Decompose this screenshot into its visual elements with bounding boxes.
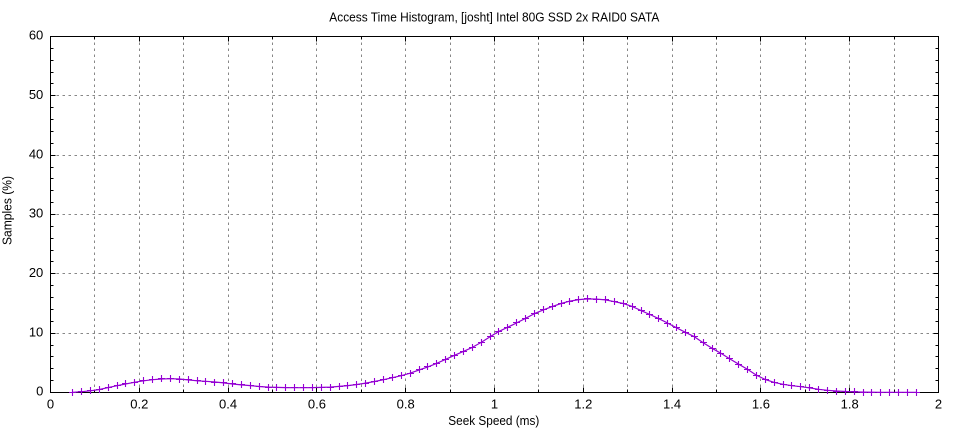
svg-text:10: 10 [29,324,43,339]
svg-text:20: 20 [29,265,43,280]
svg-text:Access Time Histogram, [josht]: Access Time Histogram, [josht] Intel 80G… [329,9,659,24]
svg-text:0.2: 0.2 [130,396,148,411]
svg-text:0.8: 0.8 [397,396,415,411]
svg-text:60: 60 [29,28,43,43]
svg-text:1.4: 1.4 [663,396,681,411]
svg-text:0.6: 0.6 [308,396,326,411]
svg-text:0: 0 [47,396,54,411]
svg-text:2: 2 [935,396,942,411]
svg-text:30: 30 [29,206,43,221]
svg-text:50: 50 [29,87,43,102]
svg-text:1.6: 1.6 [752,396,770,411]
svg-text:1: 1 [491,396,498,411]
svg-text:40: 40 [29,146,43,161]
svg-text:Seek Speed (ms): Seek Speed (ms) [448,413,539,428]
svg-text:0: 0 [36,384,43,399]
svg-text:1.8: 1.8 [841,396,859,411]
svg-text:0.4: 0.4 [219,396,237,411]
svg-text:1.2: 1.2 [574,396,592,411]
svg-text:Samples (%): Samples (%) [0,176,15,245]
